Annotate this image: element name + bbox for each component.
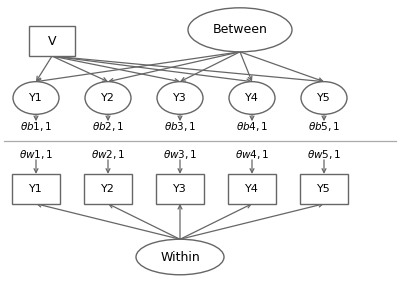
- Text: $\theta b5,1$: $\theta b5,1$: [308, 120, 340, 133]
- Ellipse shape: [85, 82, 131, 114]
- Text: $\theta w5,1$: $\theta w5,1$: [307, 148, 341, 161]
- Text: Y4: Y4: [245, 184, 259, 194]
- Text: $\theta b4,1$: $\theta b4,1$: [236, 120, 268, 133]
- Text: Y1: Y1: [29, 93, 43, 103]
- Text: $\theta w2,1$: $\theta w2,1$: [91, 148, 125, 161]
- Text: $\theta b2,1$: $\theta b2,1$: [92, 120, 124, 133]
- Ellipse shape: [188, 8, 292, 52]
- Ellipse shape: [136, 239, 224, 275]
- FancyBboxPatch shape: [300, 174, 348, 204]
- Text: Y5: Y5: [317, 184, 331, 194]
- FancyBboxPatch shape: [156, 174, 204, 204]
- Text: Y3: Y3: [173, 184, 187, 194]
- Ellipse shape: [229, 82, 275, 114]
- Text: Y5: Y5: [317, 93, 331, 103]
- Text: V: V: [48, 35, 56, 48]
- Text: Y2: Y2: [101, 184, 115, 194]
- Text: Y3: Y3: [173, 93, 187, 103]
- Text: Between: Between: [212, 23, 268, 36]
- Text: $\theta w1,1$: $\theta w1,1$: [19, 148, 53, 161]
- FancyBboxPatch shape: [84, 174, 132, 204]
- FancyBboxPatch shape: [12, 174, 60, 204]
- Text: $\theta b3,1$: $\theta b3,1$: [164, 120, 196, 133]
- Ellipse shape: [301, 82, 347, 114]
- Text: $\theta w3,1$: $\theta w3,1$: [163, 148, 197, 161]
- Text: $\theta b1,1$: $\theta b1,1$: [20, 120, 52, 133]
- Ellipse shape: [157, 82, 203, 114]
- Text: Y1: Y1: [29, 184, 43, 194]
- FancyBboxPatch shape: [228, 174, 276, 204]
- FancyBboxPatch shape: [29, 26, 75, 56]
- Text: Y4: Y4: [245, 93, 259, 103]
- Ellipse shape: [13, 82, 59, 114]
- Text: Y2: Y2: [101, 93, 115, 103]
- Text: Within: Within: [160, 250, 200, 264]
- Text: $\theta w4,1$: $\theta w4,1$: [235, 148, 269, 161]
